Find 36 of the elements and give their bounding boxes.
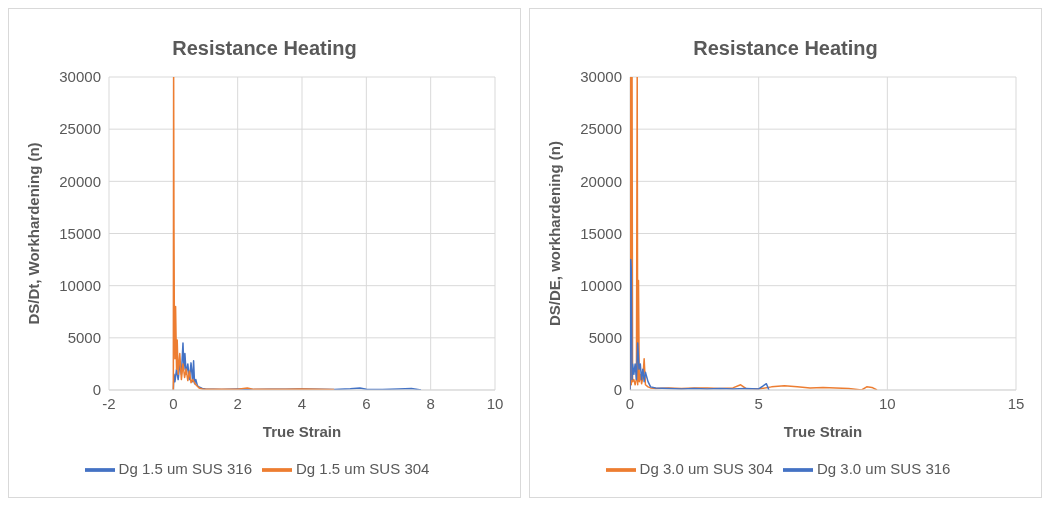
y-tick-label: 30000	[580, 68, 622, 86]
y-tick-label: 5000	[588, 329, 622, 347]
x-axis-title: True Strain	[783, 423, 863, 440]
y-tick-label: 10000	[580, 276, 622, 294]
y-axis-title: DS/Dt, Workhardening (n)	[25, 142, 43, 325]
legend-label: Dg 1.5 um SUS 304	[296, 459, 430, 477]
chart-title: Resistance Heating	[692, 37, 879, 61]
y-tick-label: 0	[613, 381, 622, 399]
y-axis-title: DS/DE, workhardening (n)	[546, 140, 564, 327]
x-tick-label: 0	[169, 394, 178, 412]
x-tick-label: 15	[1007, 394, 1025, 412]
x-axis-title: True Strain	[262, 423, 342, 440]
x-tick-label: -2	[102, 394, 116, 412]
y-tick-label: 0	[92, 381, 101, 399]
x-tick-label: 4	[297, 394, 307, 412]
x-tick-label: 2	[233, 394, 242, 412]
y-tick-label: 15000	[59, 224, 101, 242]
y-tick-label: 20000	[580, 172, 622, 190]
x-tick-label: 6	[362, 394, 371, 412]
y-tick-label: 20000	[59, 172, 101, 190]
x-tick-label: 10	[486, 394, 504, 412]
y-tick-label: 15000	[580, 224, 622, 242]
legend-label: Dg 1.5 um SUS 316	[118, 459, 252, 477]
y-tick-label: 10000	[59, 276, 101, 294]
x-tick-label: 0	[625, 394, 635, 412]
y-tick-label: 25000	[59, 120, 101, 138]
y-tick-label: 30000	[59, 68, 101, 86]
line-series	[630, 258, 770, 390]
x-tick-label: 8	[426, 394, 435, 412]
y-tick-label: 5000	[67, 329, 101, 347]
legend-label: Dg 3.0 um SUS 316	[817, 459, 951, 477]
x-tick-label: 10	[878, 394, 896, 412]
chart-title: Resistance Heating	[171, 37, 358, 61]
x-tick-label: 5	[754, 394, 763, 412]
y-tick-label: 25000	[580, 120, 622, 138]
legend-label: Dg 3.0 um SUS 304	[639, 459, 773, 477]
